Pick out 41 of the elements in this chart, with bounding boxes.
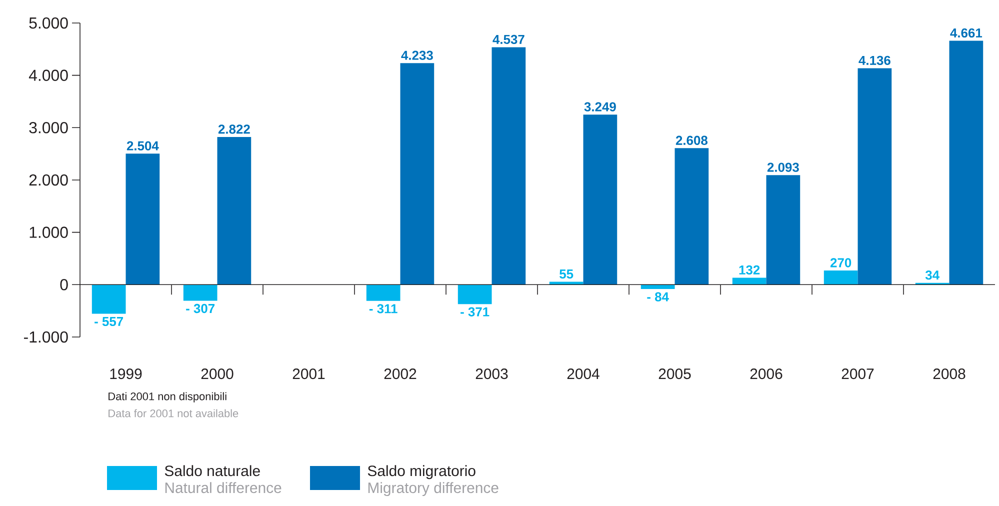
data-label: - 371 <box>460 307 490 316</box>
text: Dati 2001 non disponibili <box>108 392 226 402</box>
data-label: 2.093 <box>767 162 799 172</box>
x-tick-label: 1999 <box>110 368 142 380</box>
data-label: 3.249 <box>584 102 616 112</box>
y-tick-label: 5.000 <box>29 17 68 29</box>
data-label: 2.608 <box>676 136 708 145</box>
y-tick-label: -1.000 <box>24 331 68 343</box>
y-tick-label: 3.000 <box>29 122 68 134</box>
data-label: 2.822 <box>218 124 250 134</box>
data-label: 4.233 <box>401 50 433 60</box>
x-tick-label: 2000 <box>201 368 234 380</box>
data-label: - 311 <box>369 304 398 314</box>
x-tick-label: 2008 <box>933 368 966 380</box>
x-tick-label: 2002 <box>384 368 416 380</box>
y-tick-label: 4.000 <box>28 70 68 81</box>
x-tick-label: 2005 <box>658 368 691 380</box>
data-label: - 307 <box>186 304 215 314</box>
data-label: - 84 <box>647 292 669 302</box>
data-label: 34 <box>925 270 940 280</box>
data-label: 4.537 <box>492 34 524 44</box>
y-tick-label: 1.000 <box>30 226 68 238</box>
legend-label: Saldo naturale <box>164 465 260 476</box>
y-tick-label: 0 <box>60 279 68 290</box>
x-tick-label: 2004 <box>567 368 600 380</box>
data-label: 4.136 <box>858 56 890 66</box>
text: Natural difference <box>165 482 282 494</box>
text: Migratory difference <box>368 482 498 496</box>
data-label: - 557 <box>94 317 124 326</box>
x-tick-label: 2001 <box>292 368 325 380</box>
y-tick-label: 2.000 <box>29 174 68 186</box>
data-label: 4.661 <box>950 28 982 38</box>
data-label: 270 <box>830 258 852 268</box>
data-label: 55 <box>560 270 574 279</box>
legend-label: Saldo migratorio <box>368 465 476 480</box>
x-tick-label: 2003 <box>476 368 508 380</box>
text: Data for 2001 not available <box>108 409 238 418</box>
x-tick-label: 2007 <box>842 368 874 380</box>
x-tick-label: 2006 <box>750 368 782 380</box>
data-label: 2.504 <box>126 141 159 150</box>
data-label: 132 <box>739 265 760 275</box>
